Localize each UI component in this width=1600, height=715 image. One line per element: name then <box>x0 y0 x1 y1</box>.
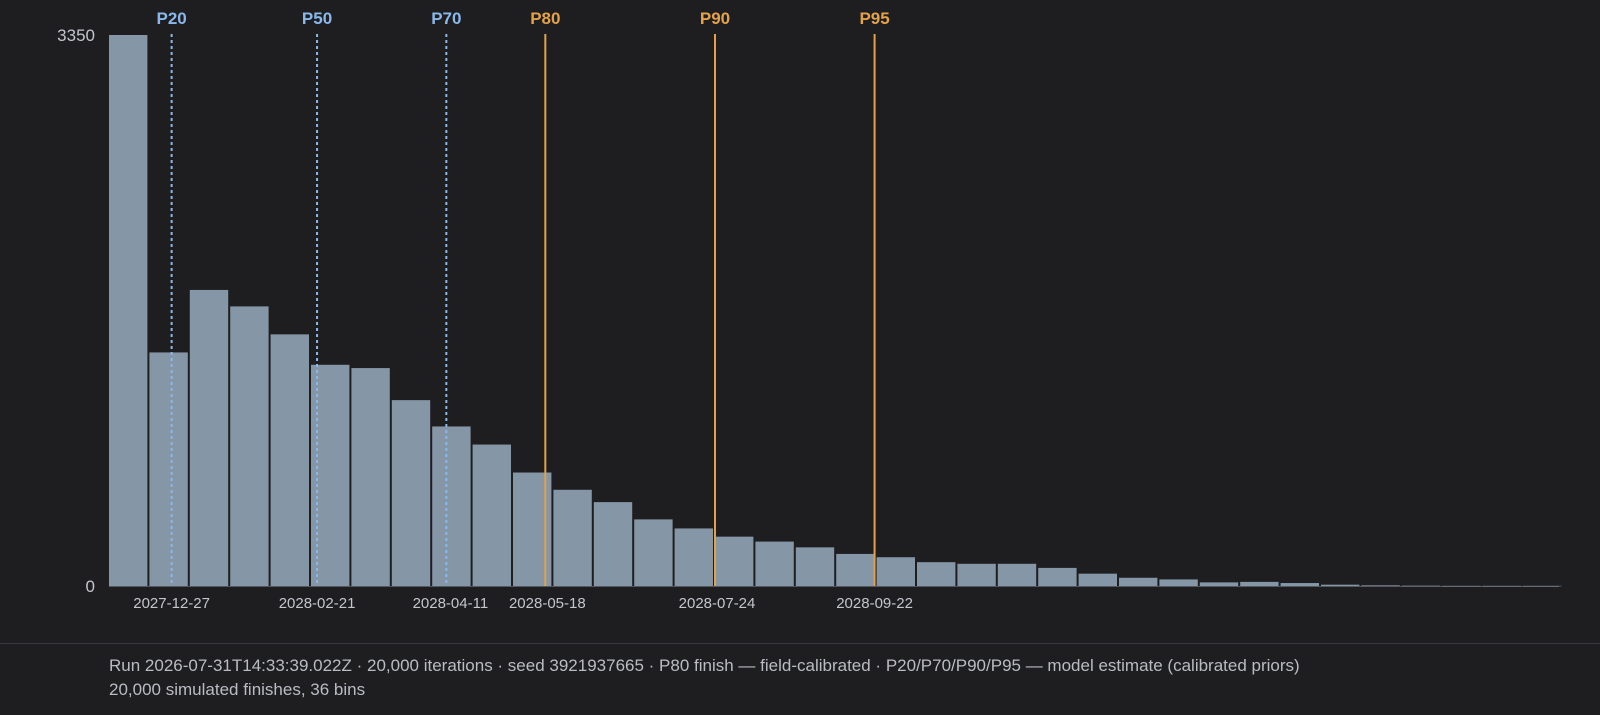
x-tick-label: 2027-12-27 <box>133 595 210 612</box>
histogram-bar <box>795 547 835 586</box>
x-tick-label: 2028-07-24 <box>679 595 756 612</box>
histogram-bar <box>1038 567 1077 586</box>
histogram-bar <box>1523 585 1562 587</box>
histogram-svg: 0 3350 P20 P50 P70 P80 P90 P95 2027-12-27 2028-02… <box>57 9 1562 612</box>
histogram-bar <box>1321 584 1360 586</box>
histogram-bar <box>189 289 229 586</box>
histogram-bar <box>876 557 915 586</box>
histogram-bar <box>109 35 148 586</box>
percentile-label-p50: P50 <box>302 9 332 28</box>
summary-text: 20,000 simulated finishes, 36 bins <box>109 680 366 699</box>
y-tick-label: 0 <box>86 577 95 596</box>
histogram-bar <box>1119 577 1158 586</box>
percentile-label-p80: P80 <box>530 9 560 28</box>
x-tick-label: 2028-05-18 <box>509 595 586 612</box>
histogram-bar <box>149 352 188 586</box>
histogram-bar <box>836 553 875 586</box>
histogram-bar <box>1159 579 1198 586</box>
percentile-label-p95: P95 <box>859 9 889 28</box>
histogram-bar <box>391 400 431 586</box>
percentile-label-p90: P90 <box>700 9 730 28</box>
histogram-bar <box>351 368 390 586</box>
histogram-bar <box>472 444 511 586</box>
histogram-bar <box>1240 581 1279 586</box>
histogram-chart: 0 3350 P20 P50 P70 P80 P90 P95 2027-12-27 2028-02… <box>57 9 1562 612</box>
histogram-bar <box>1078 573 1117 586</box>
histogram-bar <box>634 519 673 586</box>
histogram-bar <box>997 563 1037 586</box>
run-info-text: Run 2026-07-31T14:33:39.022Z · 20,000 it… <box>109 656 1300 675</box>
histogram-bar <box>917 562 956 586</box>
histogram-bar <box>1280 583 1319 586</box>
histogram-bar <box>1442 585 1481 587</box>
histogram-bar <box>755 541 794 586</box>
histogram-bar <box>715 536 754 586</box>
histogram-bar <box>674 528 713 586</box>
x-tick-label: 2028-04-11 <box>413 595 489 612</box>
y-tick-label: 3350 <box>57 26 95 45</box>
histogram-bar <box>553 489 592 586</box>
percentile-label-p70: P70 <box>431 9 461 28</box>
x-tick-label: 2028-09-22 <box>836 595 913 612</box>
histogram-bar <box>1401 585 1441 587</box>
histogram-bar <box>1482 585 1521 587</box>
footer: Run 2026-07-31T14:33:39.022Z · 20,000 it… <box>109 654 1300 702</box>
x-tick-label: 2028-02-21 <box>279 595 356 612</box>
histogram-bar <box>957 563 996 586</box>
histogram-bar <box>1361 585 1400 586</box>
percentile-label-p20: P20 <box>156 9 186 28</box>
histogram-bar <box>593 502 633 586</box>
footer-divider <box>0 643 1600 644</box>
histogram-bar <box>1199 582 1239 586</box>
histogram-bar <box>270 334 309 586</box>
histogram-bar <box>230 306 269 586</box>
histogram-bar <box>432 426 471 586</box>
